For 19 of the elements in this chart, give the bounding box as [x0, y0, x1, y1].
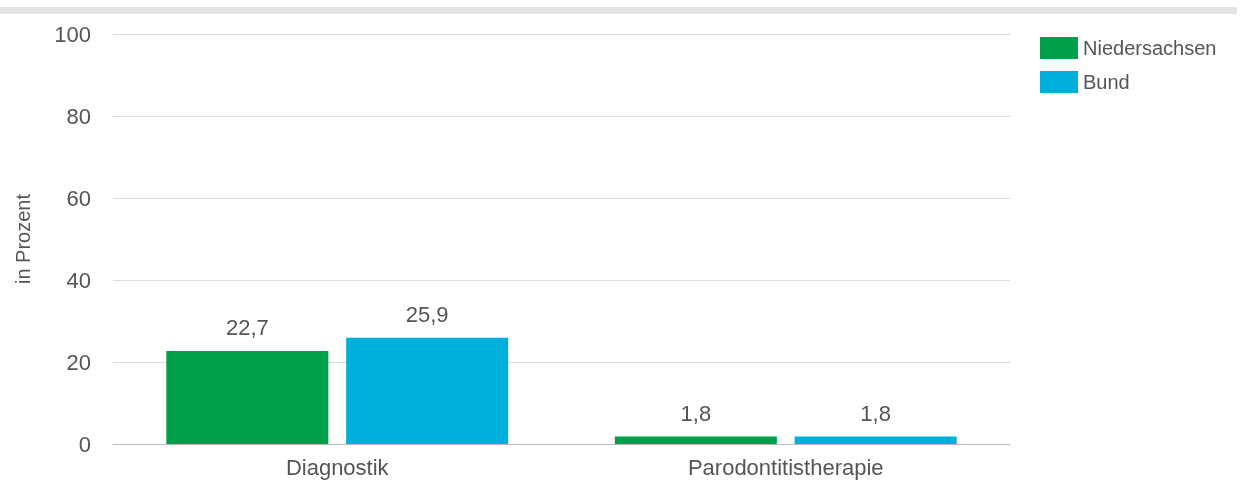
x-tick-label: Diagnostik: [285, 454, 390, 480]
y-tick-label: 80: [66, 103, 91, 129]
data-label: 22,7: [225, 315, 269, 341]
legend-label: Bund: [1083, 71, 1130, 93]
bar: [794, 436, 957, 444]
data-label: 1,8: [860, 401, 891, 427]
y-tick-label: 100: [54, 21, 91, 47]
bar: [346, 337, 509, 444]
y-tick-label: 20: [66, 349, 91, 375]
y-tick-label: 60: [66, 185, 91, 211]
data-label: 1,8: [680, 401, 712, 427]
y-tick-label: 40: [66, 267, 91, 293]
x-tick-label: Parodontitistherapie: [687, 454, 884, 480]
data-label: 25,9: [405, 302, 449, 328]
bar: [166, 350, 329, 444]
bar: [614, 436, 777, 444]
y-axis-title: in Prozent: [12, 193, 34, 285]
y-tick-label: 0: [78, 431, 91, 457]
legend-label: Niedersachsen: [1083, 37, 1217, 59]
